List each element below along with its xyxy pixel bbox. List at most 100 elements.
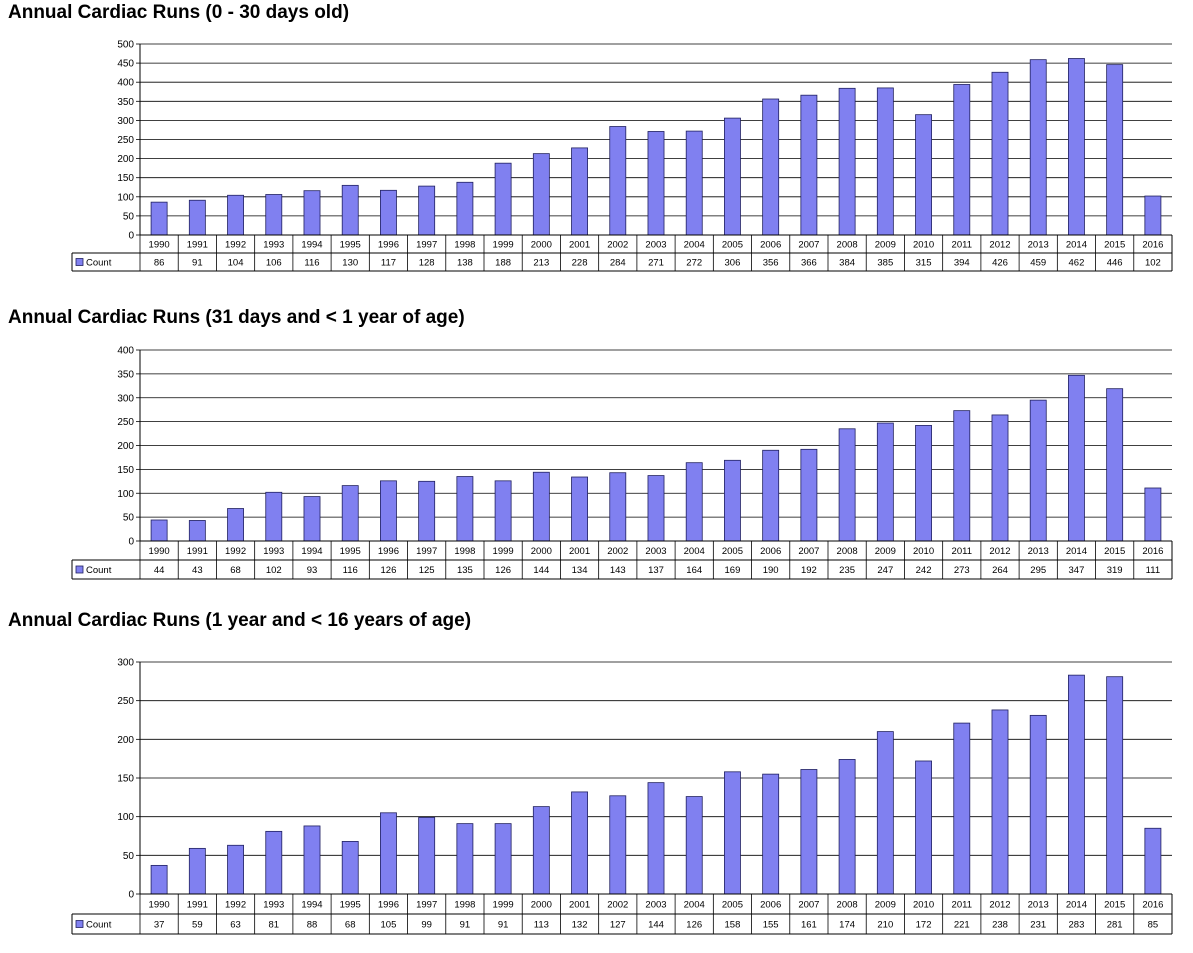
data-label: 138 <box>457 258 473 269</box>
x-tick-label: 1993 <box>263 546 284 557</box>
x-tick-label: 2012 <box>989 546 1010 557</box>
x-tick-label: 2013 <box>1028 546 1049 557</box>
data-label: 111 <box>1146 565 1160 576</box>
y-tick-label: 50 <box>123 513 135 524</box>
data-label: 88 <box>307 920 318 931</box>
x-tick-label: 2000 <box>531 240 552 251</box>
data-label: 221 <box>954 920 970 931</box>
bar <box>724 771 741 895</box>
x-tick-label: 1997 <box>416 546 437 557</box>
x-tick-label: 1996 <box>378 900 399 911</box>
bar <box>762 449 780 542</box>
bar <box>494 823 512 895</box>
x-tick-label: 2014 <box>1066 546 1087 557</box>
x-tick-label: 2006 <box>760 900 781 911</box>
chart-title: Annual Cardiac Runs (0 - 30 days old) <box>8 2 350 23</box>
data-label: 164 <box>686 565 702 576</box>
data-label: 132 <box>572 920 588 931</box>
x-tick-label: 2007 <box>798 900 819 911</box>
x-tick-label: 1994 <box>301 240 322 251</box>
data-label: 462 <box>1069 258 1085 269</box>
y-tick-label: 150 <box>117 774 134 785</box>
data-label: 130 <box>342 258 358 269</box>
bar <box>188 847 206 895</box>
x-tick-label: 2004 <box>684 900 705 911</box>
data-label: 91 <box>192 258 203 269</box>
data-label: 459 <box>1030 258 1046 269</box>
y-tick-label: 500 <box>117 40 134 51</box>
y-tick-label: 250 <box>117 696 134 707</box>
x-tick-label: 2001 <box>569 240 590 251</box>
x-tick-label: 2006 <box>760 240 781 251</box>
x-tick-label: 2001 <box>569 546 590 557</box>
x-tick-label: 2007 <box>798 546 819 557</box>
bar <box>341 841 359 895</box>
x-tick-label: 2003 <box>645 240 666 251</box>
data-label: 155 <box>763 920 779 931</box>
bar <box>647 475 665 542</box>
data-label: 126 <box>686 920 702 931</box>
bar <box>838 759 856 895</box>
x-tick-label: 2002 <box>607 240 628 251</box>
bar <box>532 806 550 895</box>
x-tick-label: 1992 <box>225 240 246 251</box>
x-tick-label: 1995 <box>340 900 361 911</box>
legend-swatch <box>75 258 84 266</box>
data-label: 190 <box>763 565 779 576</box>
data-label: 306 <box>725 258 741 269</box>
y-tick-label: 100 <box>117 812 134 823</box>
x-tick-label: 2008 <box>837 240 858 251</box>
y-tick-label: 0 <box>128 231 134 242</box>
x-tick-label: 2005 <box>722 900 743 911</box>
bar <box>609 472 627 542</box>
data-label: 104 <box>228 258 244 269</box>
x-tick-label: 1990 <box>149 546 170 557</box>
x-tick-label: 2000 <box>531 546 552 557</box>
data-label: 315 <box>916 258 932 269</box>
data-label: 192 <box>801 565 817 576</box>
x-tick-label: 1996 <box>378 240 399 251</box>
x-tick-label: 2010 <box>913 240 934 251</box>
data-label: 295 <box>1030 565 1046 576</box>
x-tick-label: 2009 <box>875 546 896 557</box>
chart-title: Annual Cardiac Runs (31 days and < 1 yea… <box>8 307 465 328</box>
bar <box>609 795 627 895</box>
data-label: 116 <box>304 258 319 269</box>
bar <box>991 414 1009 542</box>
bar <box>380 812 397 895</box>
data-label: 81 <box>268 920 279 931</box>
x-tick-label: 1991 <box>187 546 208 557</box>
data-label: 44 <box>154 565 165 576</box>
x-tick-label: 1998 <box>454 900 475 911</box>
data-label: 137 <box>648 565 664 576</box>
bar <box>1144 827 1162 895</box>
bar <box>227 508 244 542</box>
data-label: 117 <box>381 258 396 269</box>
y-tick-label: 200 <box>117 735 134 746</box>
data-label: 102 <box>1145 258 1161 269</box>
data-label: 319 <box>1107 565 1123 576</box>
x-tick-label: 2008 <box>837 546 858 557</box>
y-tick-label: 200 <box>117 441 134 452</box>
x-tick-label: 2003 <box>645 546 666 557</box>
y-tick-label: 50 <box>123 211 135 222</box>
x-tick-label: 2012 <box>989 240 1010 251</box>
data-label: 116 <box>343 565 358 576</box>
data-label: 264 <box>992 565 1008 576</box>
x-tick-label: 2007 <box>798 240 819 251</box>
bar <box>265 491 283 542</box>
data-label: 347 <box>1069 565 1085 576</box>
data-label: 63 <box>230 920 241 931</box>
data-label: 134 <box>572 565 588 576</box>
data-label: 228 <box>572 258 588 269</box>
x-tick-label: 1995 <box>340 546 361 557</box>
data-label: 271 <box>648 258 664 269</box>
data-label: 283 <box>1069 920 1085 931</box>
bar <box>571 791 588 895</box>
x-tick-label: 1991 <box>187 900 208 911</box>
legend-label: Count <box>86 258 112 269</box>
x-tick-label: 1998 <box>454 546 475 557</box>
bar <box>876 422 894 542</box>
bar <box>915 425 932 542</box>
data-label: 172 <box>916 920 932 931</box>
